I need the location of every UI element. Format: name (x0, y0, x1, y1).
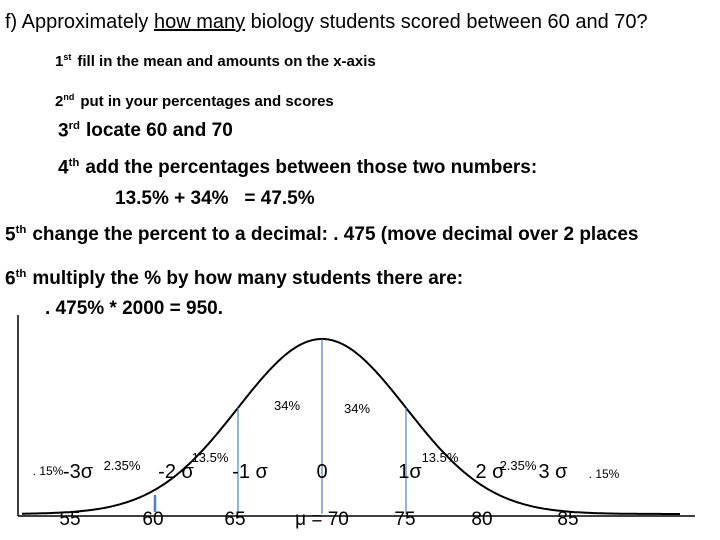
step: 1st fill in the mean and amounts on the x… (55, 52, 376, 70)
step-suffix: th (68, 157, 80, 169)
sigma-label: 2 σ (475, 461, 505, 483)
sigma-label: -1 σ (232, 461, 268, 483)
step-number: 5 (5, 224, 16, 246)
step: 3rd locate 60 and 70 (58, 120, 233, 142)
percentage-label: 2.35% (104, 458, 141, 473)
score-label: 85 (557, 509, 578, 530)
percentage-label: . 15% (33, 464, 64, 478)
sigma-label: 1σ (398, 461, 422, 483)
step-suffix: st (63, 52, 72, 62)
step-text: add the percentages between those two nu… (85, 157, 538, 179)
question-suffix: biology students scored between 60 and 7… (250, 11, 648, 33)
question-emphasis: how many (153, 11, 246, 33)
percentage-label: 34% (344, 401, 370, 416)
step-suffix: th (15, 224, 27, 236)
step: 5th change the percent to a decimal: . 47… (5, 224, 638, 246)
step-detail: . 475% * 2000 = 950. (45, 298, 224, 319)
step-number: 6 (5, 268, 16, 290)
step-number: 3 (58, 120, 69, 142)
score-label: 80 (471, 509, 492, 530)
score-label: 75 (394, 509, 415, 530)
sigma-label: -2 σ (158, 461, 194, 483)
score-label: 65 (224, 509, 245, 530)
question-prefix: f) Approximately (5, 11, 149, 33)
step-suffix: th (15, 268, 27, 280)
score-label: 55 (59, 509, 80, 530)
step: 6th multiply the % by how many students t… (5, 268, 463, 290)
sigma-lines (237, 339, 407, 514)
step-text: locate 60 and 70 (85, 120, 233, 142)
percentage-label: 34% (274, 398, 300, 413)
sigma-label: -3σ (63, 461, 94, 483)
percentage-label: 13.5% (192, 450, 229, 465)
step-number: 2 (55, 93, 64, 110)
score-label: μ = 70 (295, 509, 349, 530)
step-detail: 13.5% + 34% = 47.5% (115, 188, 315, 209)
step-text: change the percent to a decimal: . 475 (… (32, 224, 639, 246)
step-text: multiply the % by how many students ther… (32, 268, 464, 290)
step-text: put in your percentages and scores (80, 93, 334, 110)
step-suffix: rd (68, 120, 80, 132)
step-text: fill in the mean and amounts on the x-ax… (77, 53, 376, 70)
step-number: 4 (58, 157, 69, 179)
labels: 34% 34%13.5% 13.5%2.35% 2.35%. 15%. 15%-3σ -… (33, 398, 620, 530)
step: 2nd put in your percentages and scores (55, 92, 334, 110)
step-suffix: nd (63, 92, 75, 102)
sigma-label: 3 σ (538, 461, 568, 483)
step: 4th add the percentages between those two… (58, 157, 537, 179)
percentage-label: . 15% (589, 467, 620, 481)
bell-curve (22, 338, 680, 515)
question: f) Approximately how many biology studen… (5, 8, 715, 36)
percentage-label: 2.35% (500, 458, 537, 473)
sigma-label: 0 (316, 461, 327, 483)
score-label: 60 (142, 509, 163, 530)
percentage-label: 13.5% (422, 450, 459, 465)
step-number: 1 (55, 53, 64, 70)
